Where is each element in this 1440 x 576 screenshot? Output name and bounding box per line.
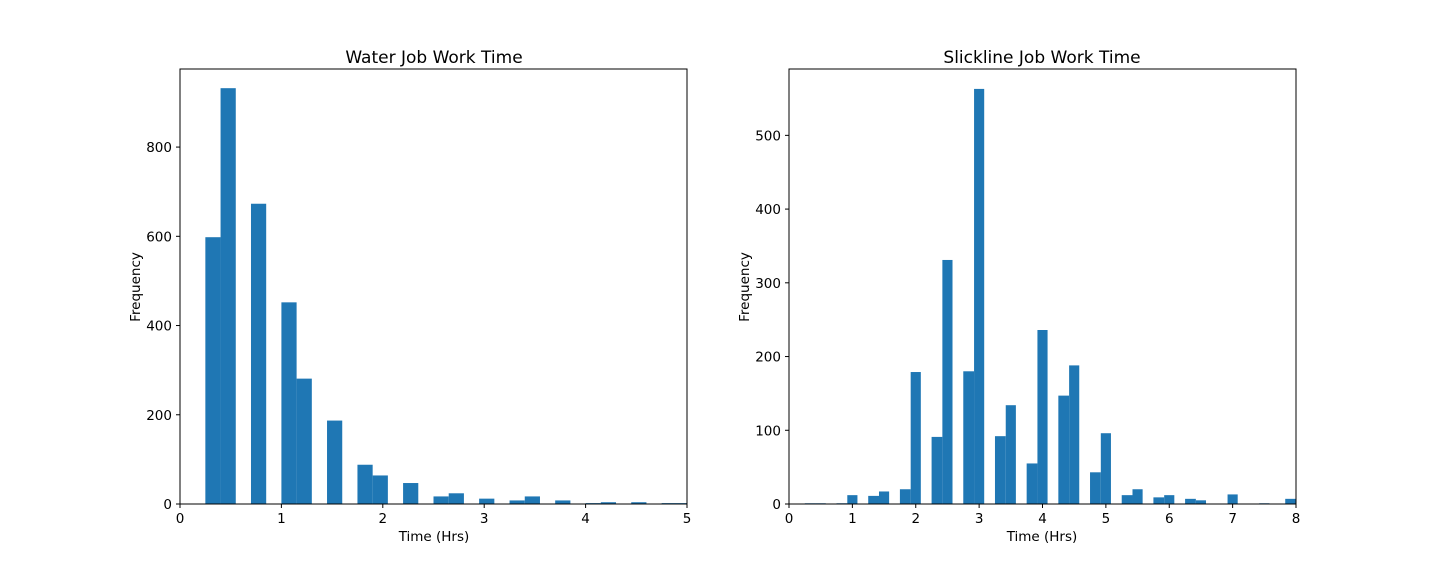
x-tick-label: 2 [911, 511, 920, 527]
chart-title: Slickline Job Work Time [943, 48, 1140, 68]
x-axis-ticks: 0 1 2 3 4 5 6 7 8 [785, 504, 1301, 527]
histogram-bar [868, 495, 879, 504]
histogram-bar [448, 493, 464, 504]
chart-water-job-work-time: Water Job Work Time 0 1 2 3 4 5 0 200 400 600 800… [128, 48, 691, 545]
y-axis-label: Frequency [128, 252, 144, 322]
histogram-bar [1132, 489, 1143, 504]
bars [205, 88, 687, 505]
x-axis-label: Time (Hrs) [1006, 529, 1078, 545]
y-axis-label: Frequency [737, 252, 753, 322]
histogram-bar [847, 495, 858, 504]
histogram-bar [1227, 494, 1238, 504]
x-tick-label: 4 [1038, 511, 1047, 527]
histogram-bar [1090, 472, 1101, 504]
y-tick-label: 400 [755, 202, 781, 218]
histogram-bar [1100, 433, 1111, 504]
histogram-bar [555, 500, 571, 504]
y-tick-label: 200 [755, 350, 781, 366]
y-axis-ticks: 0 100 200 300 400 500 [755, 128, 789, 513]
histogram-bar [372, 475, 388, 504]
histogram-bar [600, 502, 617, 504]
histogram-bar [1026, 463, 1038, 504]
y-tick-label: 0 [163, 497, 172, 513]
histogram-bar [878, 491, 890, 504]
x-tick-label: 6 [1165, 511, 1174, 527]
histogram-bar [974, 88, 985, 504]
y-tick-label: 600 [146, 229, 172, 245]
x-tick-label: 0 [176, 511, 185, 527]
x-tick-label: 1 [848, 511, 857, 527]
histogram-bar [509, 500, 525, 504]
histogram-bar [357, 464, 373, 504]
bars [804, 88, 1296, 504]
histogram-bar [1164, 495, 1175, 504]
histogram-bar [1058, 395, 1070, 504]
y-tick-label: 800 [146, 140, 172, 156]
x-tick-label: 5 [1102, 511, 1111, 527]
histogram-bar [524, 496, 540, 504]
histogram-bar [631, 502, 647, 504]
y-tick-label: 100 [755, 423, 781, 439]
x-tick-label: 0 [785, 511, 794, 527]
histogram-bar [327, 420, 343, 504]
y-tick-label: 200 [146, 408, 172, 424]
histogram-bar [403, 483, 419, 504]
axes-frame [179, 68, 688, 505]
y-tick-label: 400 [146, 319, 172, 335]
histogram-bar [1185, 498, 1196, 504]
histogram-bar [963, 371, 975, 504]
histogram-bar [205, 237, 221, 504]
y-tick-label: 0 [772, 497, 781, 513]
y-tick-label: 500 [755, 128, 781, 144]
x-tick-label: 3 [975, 511, 984, 527]
histogram-bar [1285, 498, 1296, 504]
histogram-bar [1069, 365, 1080, 504]
x-tick-label: 4 [581, 511, 590, 527]
histogram-bar [1195, 500, 1207, 504]
histogram-bar [1005, 405, 1016, 504]
chart-title: Water Job Work Time [345, 48, 522, 68]
x-tick-label: 8 [1292, 511, 1301, 527]
histogram-bar [1121, 495, 1133, 504]
x-tick-label: 7 [1228, 511, 1237, 527]
y-tick-label: 300 [755, 276, 781, 292]
x-tick-label: 1 [277, 511, 286, 527]
histogram-bar [910, 372, 921, 504]
y-axis-ticks: 0 200 400 600 800 [146, 140, 180, 513]
histogram-bar [899, 489, 911, 504]
x-axis-label: Time (Hrs) [398, 529, 470, 545]
chart-slickline-job-work-time: Slickline Job Work Time 0 1 2 3 4 5 6 7 8 0 100 20… [737, 48, 1300, 545]
x-tick-label: 3 [480, 511, 489, 527]
histogram-bar [296, 378, 312, 504]
histogram-bar [479, 498, 495, 504]
histogram-bar [1153, 497, 1165, 504]
histogram-bar [1037, 330, 1048, 504]
histogram-bar [250, 203, 267, 505]
x-tick-label: 2 [379, 511, 388, 527]
histogram-bar [220, 88, 236, 505]
histogram-bar [281, 302, 297, 504]
histogram-bar [994, 436, 1006, 504]
histogram-bar [931, 436, 943, 504]
histogram-bar [942, 259, 953, 504]
histogram-bar [433, 496, 449, 504]
x-axis-ticks: 0 1 2 3 4 5 [176, 504, 692, 527]
x-tick-label: 5 [683, 511, 692, 527]
